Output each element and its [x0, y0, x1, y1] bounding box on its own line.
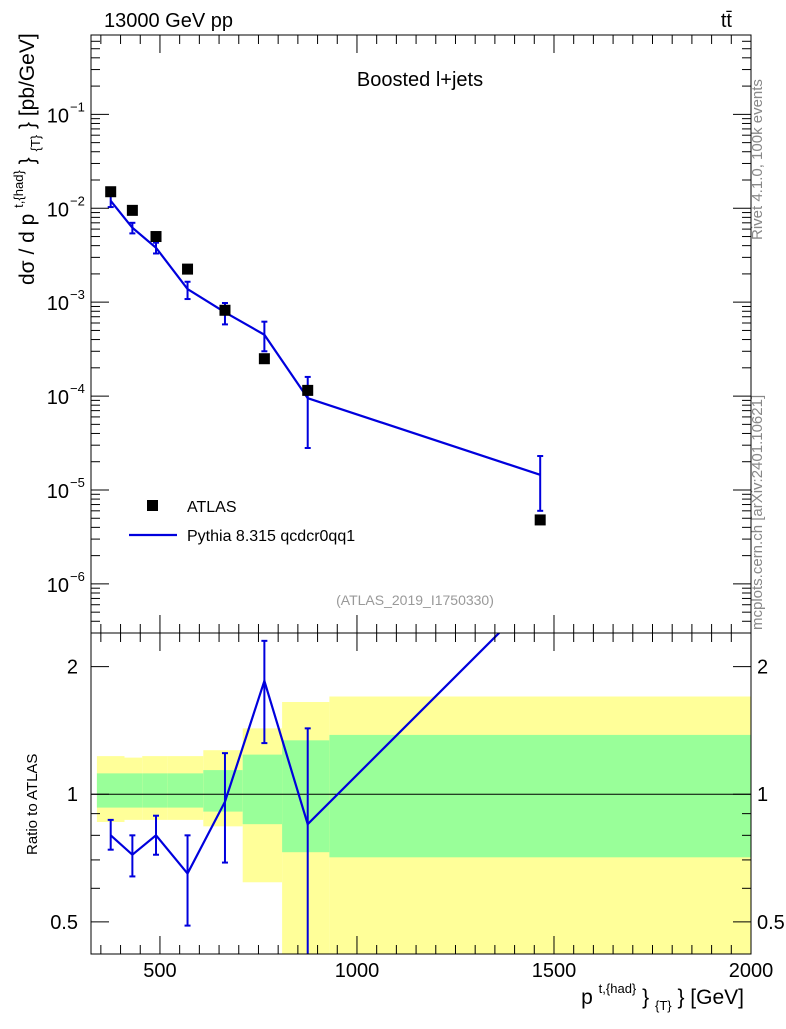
xlabel-sub: {T}: [655, 998, 672, 1013]
main-y-tick-exponent: −5: [70, 475, 85, 490]
main-y-tick-label: 10: [47, 387, 69, 409]
x-tick-label: 1500: [532, 960, 577, 982]
atlas-data-point: [258, 353, 270, 365]
ratio-y-tick-label-left: 2: [67, 657, 78, 679]
atlas-data-point: [219, 304, 231, 316]
legend-atlas-marker: [147, 500, 158, 511]
atlas-data-point: [534, 514, 546, 526]
main-y-tick-label: 10: [47, 293, 69, 315]
legend-atlas-label: ATLAS: [187, 499, 237, 516]
main-y-tick-label: 10: [47, 105, 69, 127]
ylabel-unit: } [pb/GeV]: [16, 33, 39, 129]
main-y-axis-label: dσ / d p t,{had} } {T} } [pb/GeV]: [5, 33, 45, 285]
ratio-y-tick-label-left: 0.5: [50, 912, 78, 934]
xlabel-brace: }: [642, 986, 649, 1009]
rivet-label: Rivet 4.1.0, 100k events: [749, 79, 766, 240]
green-band-bin: [282, 740, 330, 853]
main-y-tick-label: 10: [47, 575, 69, 597]
xlabel-base: p: [581, 986, 593, 1009]
ratio-plot-frame: [90, 632, 752, 955]
ratio-y-tick-label-left: 1: [67, 784, 78, 806]
ratio-y-tick-label-right: 2: [757, 657, 768, 679]
x-axis-label: p t,{had} } {T} } [GeV]: [581, 975, 744, 1015]
green-band-bin: [96, 773, 125, 808]
main-y-tick-exponent: −2: [70, 193, 85, 208]
mcplots-label: mcplots.cern.ch [arXiv:2401.10621]: [749, 395, 766, 630]
green-band-bin: [124, 773, 143, 808]
main-plot-title: Boosted l+jets: [357, 69, 483, 91]
x-tick-label: 500: [143, 960, 176, 982]
ratio-line: [109, 633, 501, 876]
main-y-tick-exponent: −6: [70, 569, 85, 584]
ratio-y-tick-label-right: 0.5: [757, 912, 785, 934]
green-band-bin: [329, 734, 751, 858]
ratio-y-axis-label: Ratio to ATLAS: [24, 754, 41, 855]
main-y-tick-exponent: −3: [70, 287, 85, 302]
ratio-bands: [96, 696, 751, 954]
legend-pythia-label: Pythia 8.315 qcdcr0qq1: [187, 528, 355, 545]
axis-ticks: [91, 35, 752, 954]
header-right-label: tt̄: [721, 10, 733, 32]
main-y-tick-label: 10: [47, 199, 69, 221]
green-band-bin: [167, 773, 204, 808]
main-y-tick-exponent: −1: [70, 99, 85, 114]
ylabel-sub: {T}: [28, 134, 43, 151]
atlas-data-point: [126, 204, 138, 216]
ylabel-sup: t,{had}: [11, 170, 26, 208]
atlas-data-point: [150, 231, 162, 243]
ylabel-base: dσ / d p: [16, 214, 39, 285]
pythia-line: [109, 200, 541, 476]
ratio-y-tick-label-right: 1: [757, 784, 768, 806]
legend: ATLAS Pythia 8.315 qcdcr0qq1: [129, 499, 355, 545]
svg-text:dσ / d p t,{had} }: dσ / d p t,{had} } {T} } [pb/GeV]: [5, 33, 45, 285]
ratio-plot-marks: [107, 633, 501, 954]
svg-text:p t,{had} }: p t,{had} } {T} } [GeV]: [581, 975, 744, 1015]
main-plot-marks: [105, 186, 546, 526]
x-tick-label: 1000: [335, 960, 380, 982]
atlas-data-point: [182, 263, 194, 275]
header-left-label: 13000 GeV pp: [104, 10, 233, 32]
analysis-label: (ATLAS_2019_I1750330): [336, 592, 494, 608]
green-band-bin: [142, 773, 168, 808]
green-band-bin: [242, 754, 283, 825]
tick-labels: 10−610−510−410−310−210 −1500 1000 1500 20000…: [47, 99, 785, 982]
xlabel-sup: t,{had}: [599, 981, 637, 996]
xlabel-unit: } [GeV]: [677, 986, 744, 1009]
x-tick-label: 2000: [729, 960, 774, 982]
main-y-tick-label: 10: [47, 481, 69, 503]
main-y-tick-exponent: −4: [70, 381, 85, 396]
ylabel-brace: }: [16, 157, 39, 164]
atlas-data-point: [302, 384, 314, 396]
atlas-data-point: [105, 186, 117, 198]
